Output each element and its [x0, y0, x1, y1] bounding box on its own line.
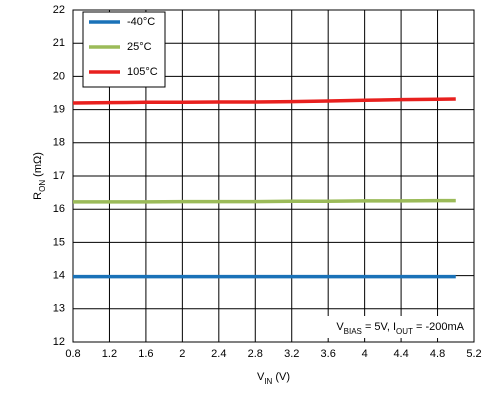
y-axis-label-part: ON — [38, 180, 47, 192]
annotation-part: OUT — [396, 327, 413, 336]
annotation-part: V — [336, 321, 344, 333]
x-axis-label: VIN (V) — [257, 371, 290, 386]
y-tick-label: 12 — [53, 336, 65, 348]
x-axis-label-part: V — [257, 371, 265, 383]
annotation: VBIAS = 5V, IOUT = -200mA — [336, 321, 464, 336]
y-tick-label: 19 — [53, 104, 65, 116]
annotation-part: BIAS — [344, 327, 362, 336]
x-tick-label: 5.2 — [466, 348, 481, 360]
x-tick-label: 4.4 — [393, 348, 408, 360]
legend-label: 25°C — [127, 41, 152, 53]
y-tick-label: 14 — [53, 270, 65, 282]
legend-box — [82, 11, 166, 88]
y-tick-label: 17 — [53, 170, 65, 182]
x-tick-label: 4.8 — [430, 348, 445, 360]
y-tick-label: 13 — [53, 303, 65, 315]
y-tick-label: 22 — [53, 4, 65, 16]
x-axis-label-part: IN — [264, 377, 272, 386]
x-axis-label-part: (V) — [272, 371, 290, 383]
y-axis-label-part: (mΩ) — [32, 152, 44, 180]
x-tick-label: 2 — [179, 348, 185, 360]
annotation-bg — [314, 316, 469, 338]
x-tick-label: 3.6 — [321, 348, 336, 360]
legend-label: 105°C — [127, 66, 158, 78]
x-tick-label: 4 — [362, 348, 368, 360]
series-line — [73, 198, 456, 204]
x-tick-label: 1.6 — [138, 348, 153, 360]
y-axis-label: RON (mΩ) — [32, 152, 47, 200]
x-tick-label: 1.2 — [102, 348, 117, 360]
y-tick-label: 21 — [53, 37, 65, 49]
legend-label: -40°C — [127, 16, 155, 28]
y-tick-label: 15 — [53, 236, 65, 248]
annotation-part: = -200mA — [413, 321, 465, 333]
y-tick-label: 16 — [53, 203, 65, 215]
x-tick-label: 2.8 — [248, 348, 263, 360]
x-tick-label: 0.8 — [65, 348, 80, 360]
series-line — [72, 97, 456, 105]
y-axis-label-part: R — [32, 192, 44, 200]
y-tick-label: 18 — [53, 137, 65, 149]
y-tick-label: 20 — [53, 70, 65, 82]
annotation-part: = 5V, I — [362, 321, 396, 333]
x-tick-label: 2.4 — [211, 348, 226, 360]
x-tick-label: 3.2 — [284, 348, 299, 360]
